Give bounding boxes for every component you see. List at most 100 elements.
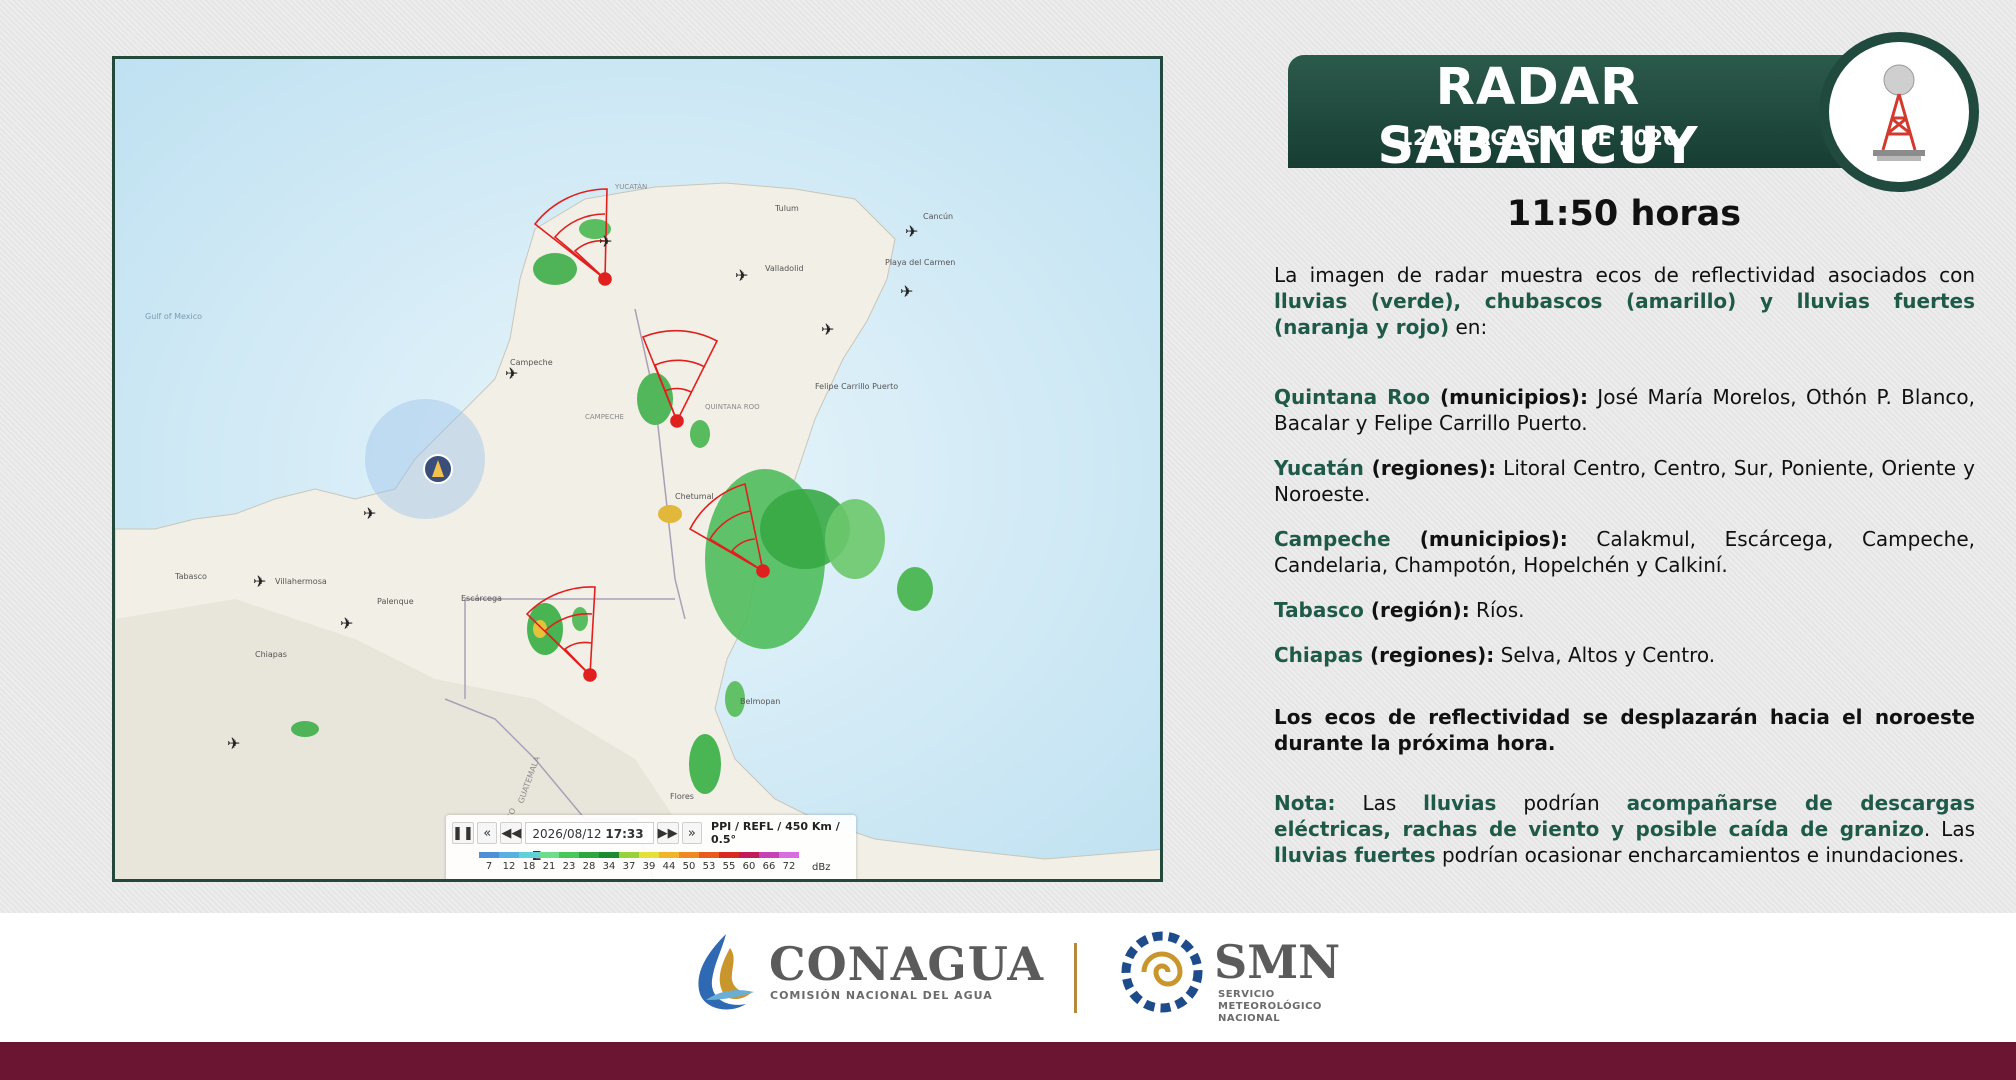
state-kind: (municipios):: [1429, 385, 1588, 409]
state-list: Selva, Altos y Centro.: [1494, 643, 1716, 667]
note-text: . Las: [1923, 817, 1975, 841]
scale-label: 28: [582, 861, 596, 872]
svg-text:✈: ✈: [363, 504, 376, 523]
scale-label: 55: [722, 861, 736, 872]
radar-sector-4: [525, 586, 597, 682]
scale-swatch: [479, 852, 499, 858]
svg-text:✈: ✈: [227, 734, 240, 753]
map-label-carrillo: Felipe Carrillo Puerto: [815, 382, 898, 391]
radar-sector-1: [533, 188, 612, 286]
note-emph: acompañarse de descargas eléctricas, rac…: [1274, 791, 1975, 841]
movement-forecast: Los ecos de reflectividad se desplazarán…: [1274, 705, 1975, 755]
scale-swatch: [679, 852, 699, 858]
note-emph: lluvias: [1423, 791, 1497, 815]
note-text: podrían: [1496, 791, 1627, 815]
scale-swatch: [619, 852, 639, 858]
state-campeche: Campeche (municipios): Calakmul, Escárce…: [1274, 526, 1975, 578]
dbz-color-scale: [479, 852, 799, 858]
svg-text:✈: ✈: [735, 266, 748, 285]
map-label-chetumal: Chetumal: [675, 492, 714, 501]
map-canvas: ✈ ✈ ✈ ✈ ✈ ✈ ✈ ✈ ✈ ✈ Cancún Tulum Vallado…: [115, 59, 1160, 879]
scale-swatch: [759, 852, 779, 858]
intro-legend: lluvias (verde), chubascos (amarillo) y …: [1274, 289, 1975, 339]
player-controls: ❚❚ « ◀◀ 2026/08/12 17:33 Z ▶▶ » PPI / RE…: [452, 820, 856, 863]
conagua-subtitle: COMISIÓN NACIONAL DEL AGUA: [770, 989, 993, 1002]
first-frame-icon[interactable]: «: [477, 822, 498, 844]
note-emph: lluvias fuertes: [1274, 843, 1436, 867]
map-label-yucatan: YUCATÁN: [614, 182, 647, 191]
scale-label: 7: [485, 861, 493, 872]
scale-swatch: [639, 852, 659, 858]
svg-text:✈: ✈: [900, 282, 913, 301]
scale-label: 18: [522, 861, 536, 872]
map-label-valladolid: Valladolid: [765, 264, 804, 273]
smn-subtitle: SERVICIO METEOROLÓGICO NACIONAL: [1218, 989, 1322, 1025]
scale-swatch: [559, 852, 579, 858]
state-list: Ríos.: [1469, 598, 1525, 622]
pause-icon[interactable]: ❚❚: [452, 822, 474, 844]
map-label-campeche-state: CAMPECHE: [585, 413, 624, 421]
svg-text:✈: ✈: [599, 232, 612, 251]
last-frame-icon[interactable]: »: [681, 822, 703, 844]
border-lines: [444, 308, 686, 879]
map-label-escarcega: Escárcega: [461, 594, 502, 603]
intro-paragraph: La imagen de radar muestra ecos de refle…: [1274, 262, 1975, 340]
svg-text:✈: ✈: [253, 572, 266, 591]
map-label-tulum: Tulum: [774, 204, 799, 213]
player-datetime: 2026/08/12 17:33 Z: [525, 822, 654, 863]
scale-label: 34: [602, 861, 616, 872]
state-kind: (región):: [1363, 598, 1470, 622]
airport-icons: ✈ ✈ ✈ ✈ ✈ ✈ ✈ ✈ ✈ ✈: [227, 222, 918, 753]
svg-text:✈: ✈: [905, 222, 918, 241]
state-list: Litoral Centro, Centro, Sur, Poniente, O…: [1274, 456, 1975, 506]
scale-label: 53: [702, 861, 716, 872]
state-list: José María Morelos, Othón P. Blanco, Bac…: [1274, 385, 1975, 435]
step-back-icon[interactable]: ◀◀: [500, 822, 523, 844]
state-kind: (regiones):: [1362, 643, 1495, 667]
page-date: 12 DE AGOSTO DE 2026: [1398, 126, 1678, 150]
scale-label: 39: [642, 861, 656, 872]
scale-label: 72: [782, 861, 796, 872]
note-text: Las: [1335, 791, 1424, 815]
dbz-scale-labels: 7 12 18 21 23 28 34 37 39 44 50 53 55 60 66 72: [479, 861, 799, 872]
report-text: La imagen de radar muestra ecos de refle…: [1274, 262, 1975, 868]
footer-divider: [1074, 943, 1077, 1013]
scale-label: 66: [762, 861, 776, 872]
state-list: Calakmul, Escárcega, Campeche, Candelari…: [1274, 527, 1975, 577]
scale-swatch: [739, 852, 759, 858]
intro-text-c: en:: [1449, 315, 1488, 339]
note-label: Nota:: [1274, 791, 1336, 815]
player-product: PPI / REFL / 450 Km / 0.5°: [711, 820, 840, 846]
scale-swatch: [539, 852, 559, 858]
radar-map[interactable]: ✈ ✈ ✈ ✈ ✈ ✈ ✈ ✈ ✈ ✈ Cancún Tulum Vallado…: [112, 56, 1163, 882]
conagua-wordmark: CONAGUA: [769, 937, 1045, 991]
player-date: 2026/08/12: [532, 827, 602, 841]
map-label-tabasco: Tabasco: [174, 572, 207, 581]
radar-sector-3: [688, 482, 770, 578]
note-text: podrían ocasionar encharcamientos e inun…: [1435, 843, 1965, 867]
map-label-belmopan: Belmopan: [740, 697, 780, 706]
state-chiapas: Chiapas (regiones): Selva, Altos y Centr…: [1274, 642, 1975, 668]
radar-player: ❚❚ « ◀◀ 2026/08/12 17:33 Z ▶▶ » PPI / RE…: [446, 815, 856, 879]
page-title: RADAR SABANCUY: [1377, 58, 1699, 176]
scale-label: 21: [542, 861, 556, 872]
state-name: Tabasco: [1274, 598, 1364, 622]
scale-swatch: [579, 852, 599, 858]
scale-label: 44: [662, 861, 676, 872]
radar-tower-logo: [1819, 32, 1979, 192]
scale-swatch: [519, 852, 539, 858]
step-forward-icon[interactable]: ▶▶: [656, 822, 679, 844]
state-kind: (regiones):: [1363, 456, 1497, 480]
map-label-villahermosa: Villahermosa: [275, 577, 327, 586]
map-label-quintana-roo: QUINTANA ROO: [705, 403, 760, 411]
map-label-gulf: Gulf of Mexico: [145, 312, 202, 321]
report-time: 11:50 horas: [1506, 194, 1742, 234]
radar-site-icon[interactable]: [423, 454, 453, 484]
map-label-playa: Playa del Carmen: [885, 258, 955, 267]
state-quintana-roo: Quintana Roo (municipios): José María Mo…: [1274, 384, 1975, 436]
smn-wordmark: SMN: [1214, 935, 1341, 989]
intro-text-a: La imagen de radar muestra ecos de refle…: [1274, 263, 1975, 287]
svg-text:✈: ✈: [821, 320, 834, 339]
mountains: [115, 599, 675, 879]
scale-swatch: [719, 852, 739, 858]
